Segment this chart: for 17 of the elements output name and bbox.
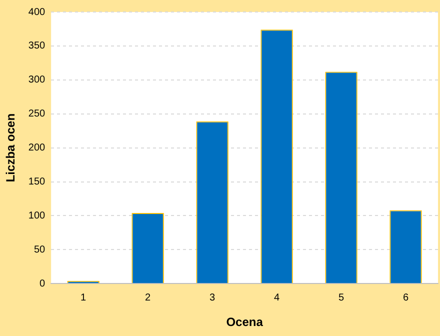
x-tick-label: 5	[338, 292, 344, 304]
y-tick-label: 200	[28, 142, 46, 154]
y-tick-label: 250	[28, 108, 46, 120]
x-tick-label: 3	[210, 292, 216, 304]
x-tick-label: 6	[402, 292, 409, 304]
y-tick-label: 150	[28, 176, 46, 188]
y-tick-label: 100	[28, 210, 46, 222]
y-tick-label: 400	[28, 6, 46, 18]
x-tick-label: 1	[80, 292, 87, 304]
y-axis-title: Liczba ocen	[4, 113, 18, 182]
y-tick-label: 300	[28, 74, 46, 86]
x-axis-title: Ocena	[226, 315, 264, 330]
x-tick-label: 2	[145, 292, 152, 304]
y-tick-label: 0	[40, 278, 46, 290]
y-tick-label: 50	[34, 244, 46, 256]
x-tick-label: 4	[274, 292, 280, 304]
y-tick-label: 350	[28, 40, 46, 52]
